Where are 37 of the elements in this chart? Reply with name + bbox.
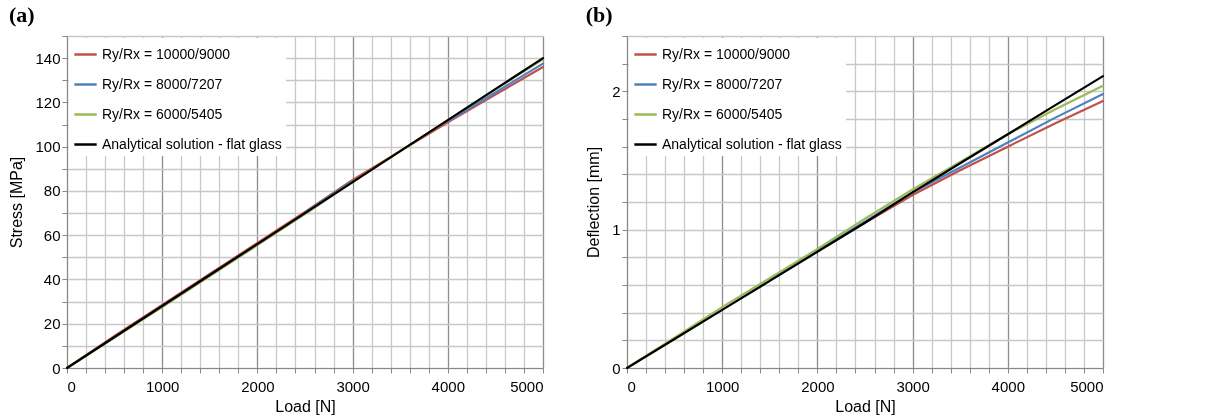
x-tick-label: 0 — [67, 377, 76, 395]
y-tick-label: 100 — [35, 138, 61, 156]
y-tick-label: 0 — [52, 359, 61, 377]
x-tick-label: 4000 — [431, 377, 465, 395]
x-tick-label: 0 — [627, 377, 636, 395]
y-tick-label: 0 — [612, 359, 621, 377]
y-tick-label: 60 — [43, 226, 61, 244]
x-tick-label: 3000 — [896, 377, 930, 395]
y-axis-title: Stress [MPa] — [8, 156, 26, 249]
x-tick-label: 5000 — [1070, 377, 1104, 395]
y-tick-label: 1 — [612, 221, 621, 239]
legend-label: Ry/Rx = 8000/7207 — [102, 75, 223, 92]
chart-title: (a) — [8, 2, 35, 27]
y-tick-label: 20 — [43, 315, 61, 333]
y-tick-label: 80 — [43, 182, 61, 200]
y-tick-label: 2 — [612, 82, 621, 100]
legend-label: Analytical solution - flat glass — [102, 135, 282, 152]
x-axis-title: Load [N] — [835, 397, 896, 415]
chart-title: (b) — [585, 2, 613, 27]
x-tick-label: 5000 — [510, 377, 544, 395]
legend-label: Ry/Rx = 10000/9000 — [662, 45, 791, 62]
legend-label: Ry/Rx = 6000/5405 — [102, 105, 223, 122]
x-tick-label: 3000 — [336, 377, 370, 395]
y-axis-title: Deflection [mm] — [585, 146, 603, 259]
x-tick-label: 2000 — [801, 377, 835, 395]
legend-label: Analytical solution - flat glass — [662, 135, 842, 152]
y-tick-label: 40 — [43, 270, 61, 288]
legend-label: Ry/Rx = 6000/5405 — [662, 105, 783, 122]
x-tick-label: 4000 — [991, 377, 1025, 395]
x-tick-label: 1000 — [706, 377, 740, 395]
y-tick-label: 120 — [35, 93, 61, 111]
x-axis-title: Load [N] — [275, 397, 336, 415]
legend-label: Ry/Rx = 8000/7207 — [662, 75, 783, 92]
legend-label: Ry/Rx = 10000/9000 — [102, 45, 231, 62]
y-tick-label: 140 — [35, 49, 61, 67]
x-tick-label: 2000 — [241, 377, 275, 395]
x-tick-label: 1000 — [146, 377, 180, 395]
